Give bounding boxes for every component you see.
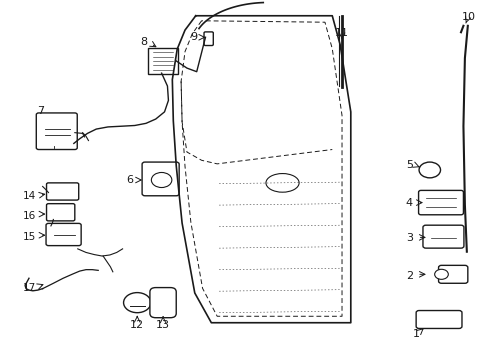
Text: 8: 8 <box>140 37 147 47</box>
Text: 13: 13 <box>156 320 170 330</box>
Text: 3: 3 <box>405 233 412 243</box>
FancyBboxPatch shape <box>415 311 461 328</box>
FancyBboxPatch shape <box>438 265 467 283</box>
FancyBboxPatch shape <box>46 183 79 200</box>
Text: 1: 1 <box>412 329 419 339</box>
FancyBboxPatch shape <box>418 190 463 215</box>
Ellipse shape <box>265 174 299 192</box>
Text: 7: 7 <box>37 106 44 116</box>
FancyBboxPatch shape <box>148 48 177 74</box>
Text: 6: 6 <box>126 175 133 185</box>
FancyBboxPatch shape <box>36 113 77 149</box>
Text: 17: 17 <box>22 283 36 293</box>
Text: 10: 10 <box>461 12 475 22</box>
Text: 14: 14 <box>22 192 36 202</box>
FancyBboxPatch shape <box>142 162 179 196</box>
Circle shape <box>418 162 440 178</box>
FancyBboxPatch shape <box>46 224 81 246</box>
Text: 15: 15 <box>22 232 36 242</box>
FancyBboxPatch shape <box>150 288 176 318</box>
Text: 11: 11 <box>334 28 348 38</box>
Text: 9: 9 <box>190 32 198 41</box>
Text: 2: 2 <box>405 271 412 281</box>
Circle shape <box>123 293 151 313</box>
FancyBboxPatch shape <box>422 225 463 248</box>
Circle shape <box>151 172 171 188</box>
FancyBboxPatch shape <box>203 32 213 45</box>
Circle shape <box>434 269 447 279</box>
Text: 16: 16 <box>22 211 36 221</box>
FancyBboxPatch shape <box>46 204 75 221</box>
Text: 4: 4 <box>405 198 412 208</box>
Text: 5: 5 <box>405 160 412 170</box>
Text: 12: 12 <box>130 320 144 330</box>
